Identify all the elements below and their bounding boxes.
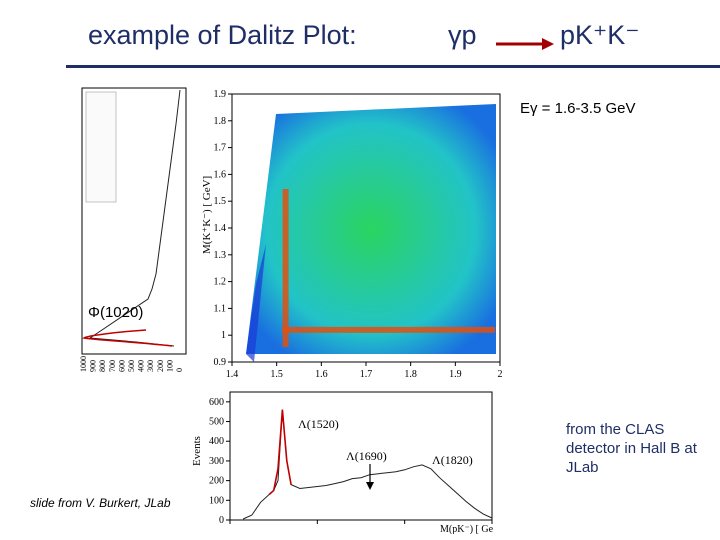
title-rule: [66, 65, 720, 68]
histogram-y-tick-label: 300: [209, 456, 224, 467]
phi-label: Φ(1020): [88, 304, 144, 321]
heatmap-x-tick-label: 1.8: [404, 369, 417, 380]
projection-tick-label: 900: [89, 360, 98, 372]
histogram-y-tick-label: 100: [209, 495, 224, 506]
heatmap-y-tick-label: 1.4: [214, 223, 227, 234]
source-note: from the CLAS detector in Hall B at JLab: [566, 421, 697, 476]
heatmap-y-tick-label: 1.7: [214, 143, 227, 154]
heatmap-x-tick-label: 2: [498, 369, 503, 380]
heatmap-y-tick-label: 1.5: [214, 196, 227, 207]
projection-fit-curve: [82, 329, 173, 347]
heatmap-density: [246, 104, 496, 354]
heatmap-y-ticks: 0.9 1 1.1 1.2 1.3 1.4 1.5 1.6 1.7 1.8 1.9: [214, 89, 232, 368]
histogram-y-tick-label: 500: [209, 417, 224, 428]
projection-tick-label: 500: [127, 360, 136, 372]
histogram-y-tick-label: 0: [219, 515, 224, 526]
reaction-final: pK⁺K⁻: [560, 20, 640, 50]
projection-tick-label: 0: [175, 368, 184, 372]
histogram-y-tick-label: 600: [209, 397, 224, 408]
heatmap-y-tick-label: 1: [221, 330, 226, 341]
projection-tick-label: 300: [146, 360, 155, 372]
heatmap-y-tick-label: 1.1: [214, 303, 227, 314]
slide-title: example of Dalitz Plot:: [88, 20, 357, 50]
slide-credit: slide from V. Burkert, JLab: [30, 496, 171, 510]
histogram-x-ticks: [229, 520, 493, 524]
heatmap-y-tick-label: 0.9: [214, 357, 227, 368]
heatmap-y-tick-label: 1.3: [214, 250, 227, 261]
heatmap-y-axis-label: M(K⁺K⁻) [ GeV]: [201, 176, 213, 254]
lambda1520-peak: [268, 409, 292, 495]
phi-band: [282, 326, 495, 333]
projection-tick-label: 700: [108, 360, 117, 372]
heatmap-y-tick-label: 1.6: [214, 169, 227, 180]
annotation-lambda1690: Λ(1690): [346, 449, 387, 463]
heatmap-x-ticks: 1.4 1.5 1.6 1.7 1.8 1.9 2: [226, 362, 503, 380]
heatmap-y-tick-label: 1.2: [214, 277, 227, 288]
heatmap-x-tick-label: 1.5: [270, 369, 283, 380]
lambda1520-band: [282, 189, 289, 347]
annotation-lambda1820: Λ(1820): [432, 453, 473, 467]
stats-box: [85, 91, 117, 203]
pk-mass-histogram: 0 100 200 300 400 500 600 Events M(pK⁻) [ Ge Λ…: [191, 391, 494, 534]
heatmap-x-tick-label: 1.9: [449, 369, 462, 380]
projection-tick-label: 400: [137, 360, 146, 372]
histogram-frame: [229, 391, 493, 521]
histogram-y-ticks: 0 100 200 300 400 500 600: [209, 397, 230, 526]
reaction-arrow-icon: [496, 38, 554, 50]
projection-tick-label: 600: [117, 360, 126, 372]
projection-tick-label: 200: [156, 360, 165, 372]
energy-range: Eγ = 1.6-3.5 GeV: [520, 100, 636, 117]
projection-tick-label: 100: [165, 360, 174, 372]
histogram-y-tick-label: 400: [209, 436, 224, 447]
histogram-y-axis-label: Events: [191, 436, 203, 466]
annotation-lambda1520: Λ(1520): [298, 417, 339, 431]
heatmap-x-tick-label: 1.7: [360, 369, 373, 380]
dalitz-heatmap: 1.4 1.5 1.6 1.7 1.8 1.9 2 0.911.11.21.31.41.51…: [201, 89, 503, 380]
heatmap-y-tick-label: 1.8: [214, 116, 227, 127]
histogram-y-tick-label: 200: [209, 476, 224, 487]
heatmap-x-tick-label: 1.4: [226, 369, 239, 380]
histogram-x-axis-label: M(pK⁻) [ Ge: [440, 524, 494, 534]
heatmap-x-tick-label: 1.6: [315, 369, 328, 380]
projection-tick-label: 800: [98, 360, 107, 372]
projection-tick-label: 1000: [79, 356, 88, 372]
heatmap-y-tick-label: 1.9: [214, 89, 227, 100]
reaction-initial: γp: [448, 20, 477, 50]
